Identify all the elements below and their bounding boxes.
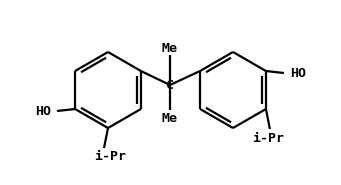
Text: C: C [166,78,174,92]
Text: Me: Me [162,112,178,125]
Text: i-Pr: i-Pr [252,132,284,144]
Text: HO: HO [35,105,51,117]
Text: i-Pr: i-Pr [94,151,126,164]
Text: HO: HO [290,66,306,80]
Text: Me: Me [162,41,178,55]
